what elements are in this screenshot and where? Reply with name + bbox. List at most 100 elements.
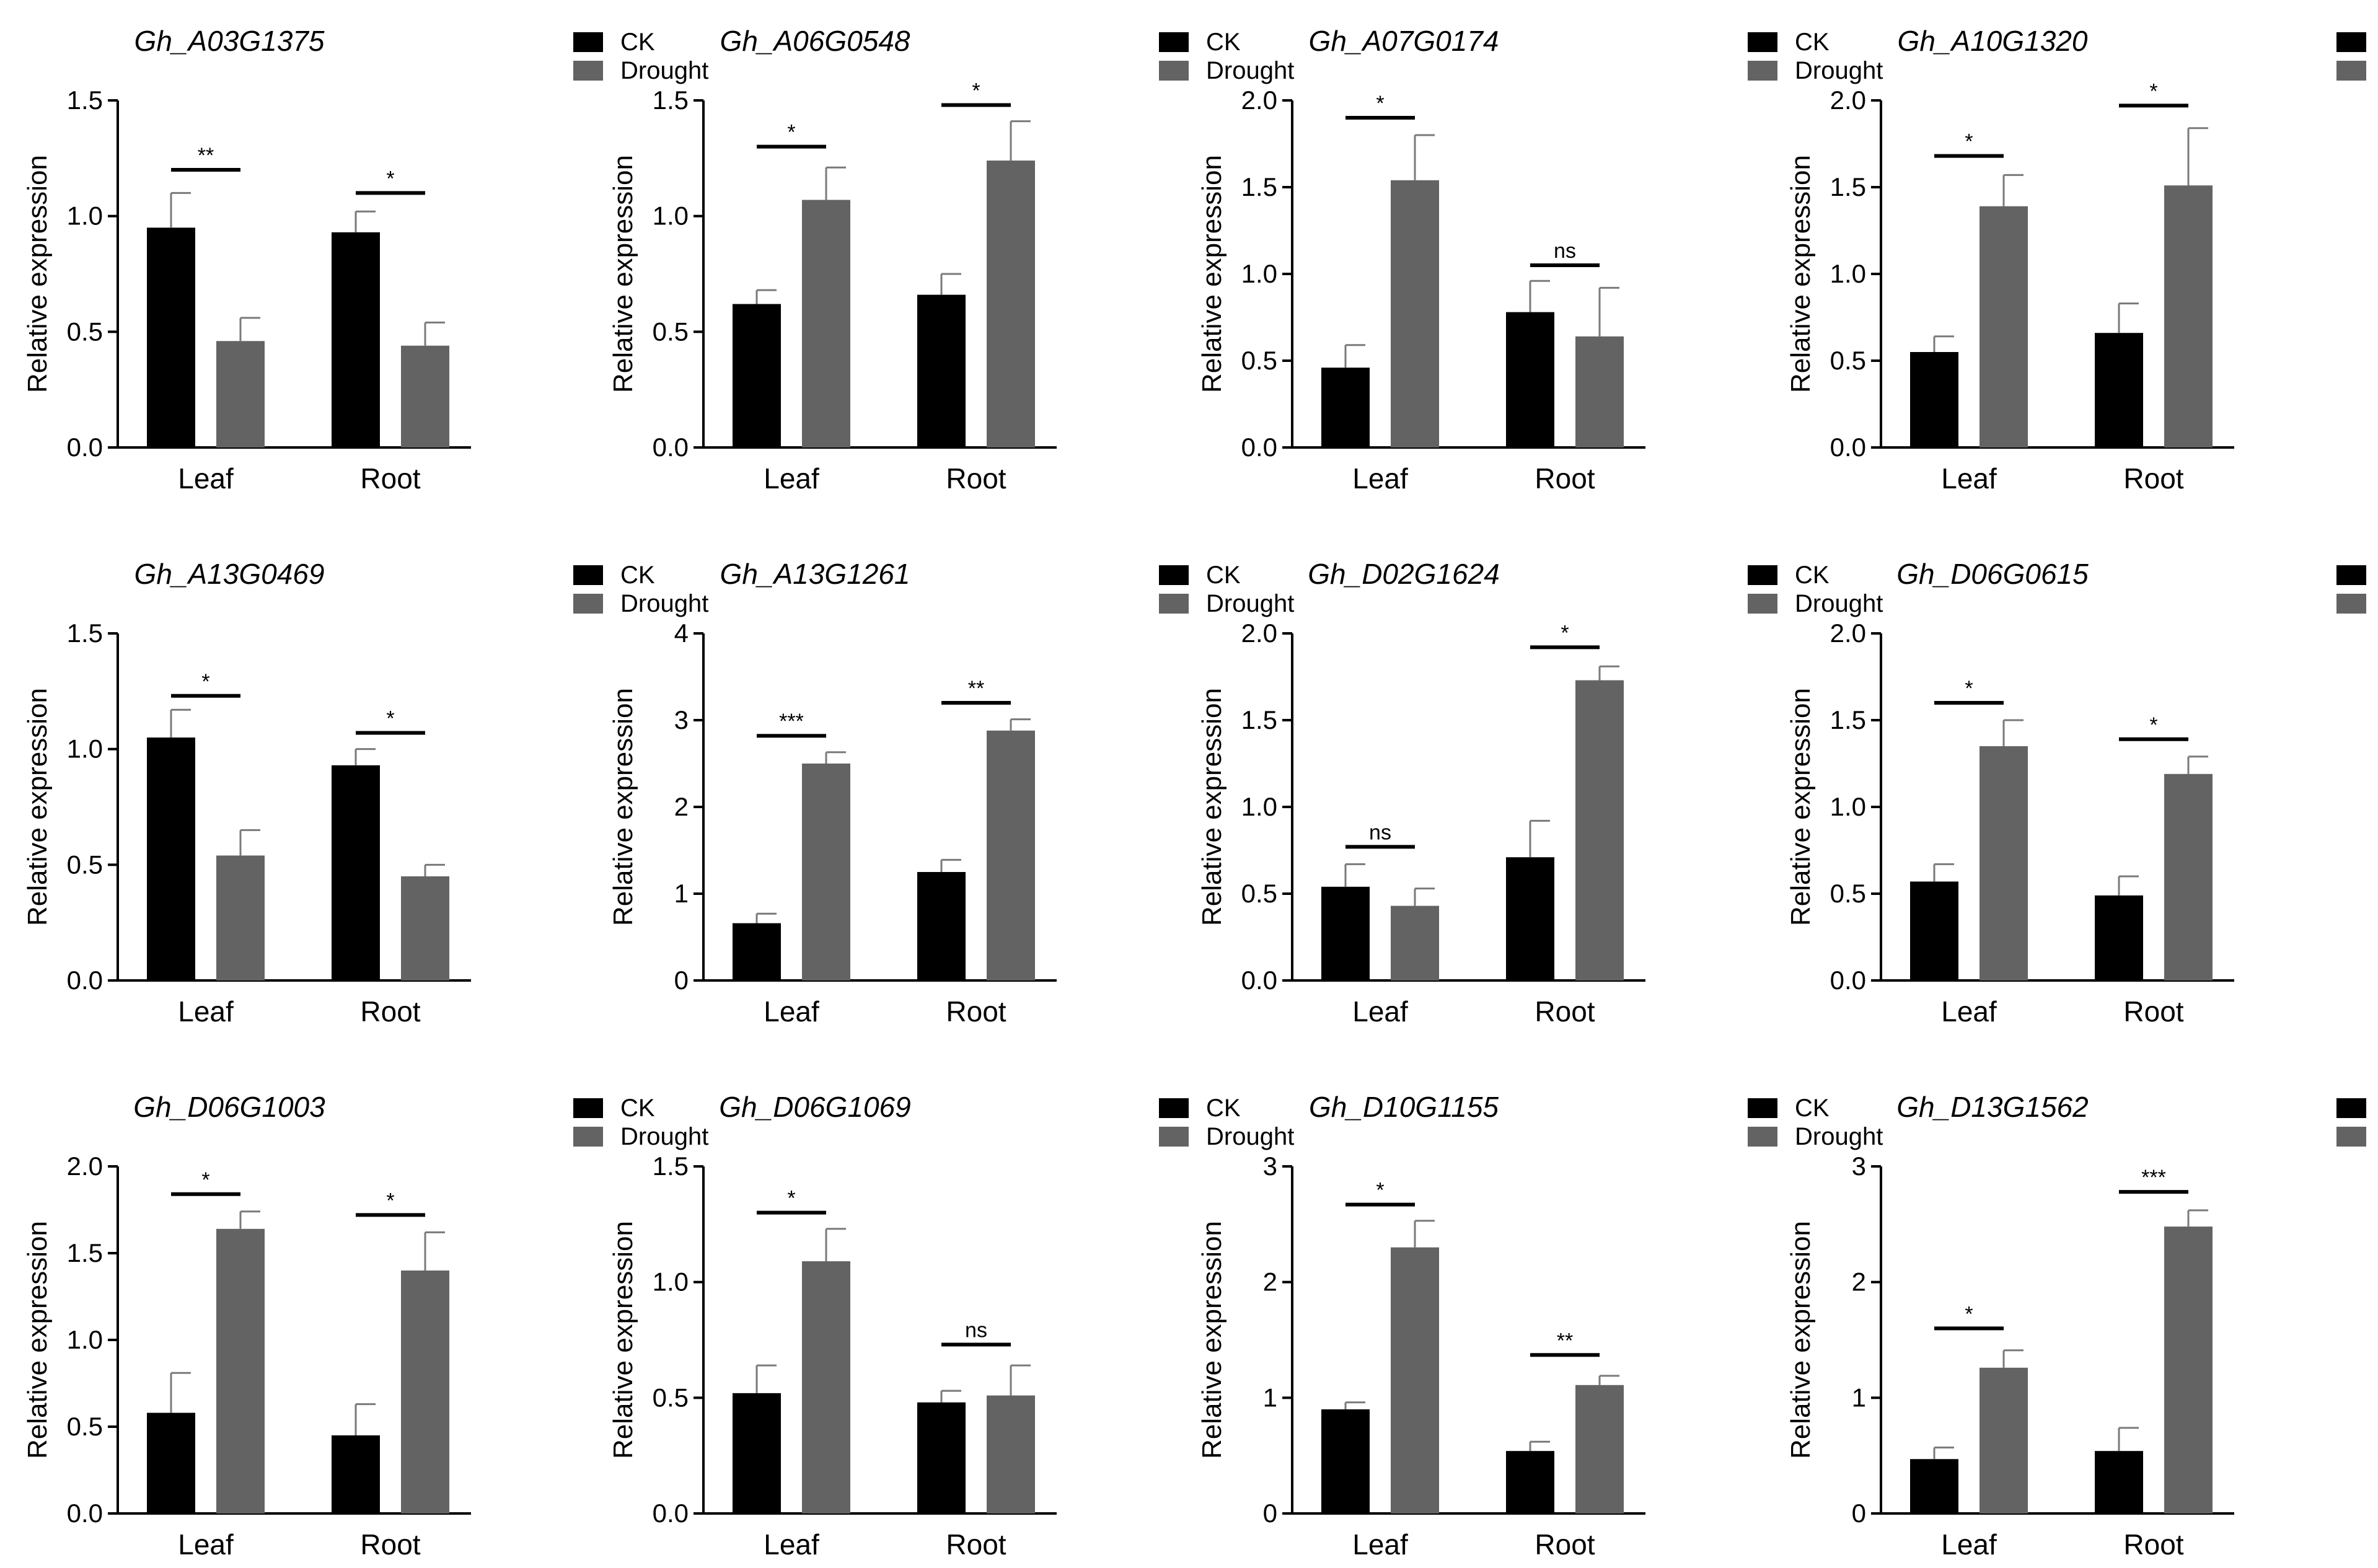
y-tick-label: 0.5: [67, 1412, 103, 1441]
y-tick-label: 0.5: [653, 317, 689, 346]
y-tick-label: 1.5: [1241, 172, 1277, 201]
legend-swatch-drought: [1748, 61, 1777, 81]
bar-ck-root: [2095, 895, 2143, 980]
bar-drought-leaf: [802, 764, 850, 980]
bar-drought-leaf: [1979, 206, 2028, 447]
y-tick-label: 0.5: [1830, 346, 1866, 375]
panel-title: Gh_D13G1562: [1896, 1091, 2088, 1123]
x-category-label: Leaf: [1941, 1528, 1997, 1561]
bar-ck-root: [332, 765, 380, 980]
bar-ck-root: [1506, 312, 1554, 447]
x-category-label: Leaf: [178, 995, 234, 1028]
panel-title: Gh_A13G1261: [720, 558, 910, 590]
chart-panel-2: Gh_A06G0548 Relative expression 0.0 0.5 1.0 1…: [608, 25, 1294, 495]
legend-swatch-drought: [1159, 594, 1189, 614]
y-axis-label: Relative expression: [608, 155, 638, 393]
legend-label: Drought: [1795, 590, 1883, 617]
x-category-label: Root: [946, 995, 1006, 1028]
legend-label: CK: [620, 562, 655, 589]
bar-drought-leaf: [1979, 1367, 2028, 1513]
bar-ck-root: [917, 1402, 966, 1513]
bar-ck-leaf: [147, 738, 195, 980]
y-tick-label: 1.0: [1241, 259, 1277, 288]
y-tick-label: 0.5: [1830, 879, 1866, 908]
legend-label: CK: [1206, 1095, 1241, 1122]
y-tick-label: 1: [674, 879, 689, 908]
legend-label: CK: [1206, 29, 1241, 56]
y-tick-label: 1.5: [67, 619, 103, 648]
y-tick-label: 0.0: [1241, 433, 1277, 462]
significance-label: ***: [779, 710, 804, 733]
bar-ck-root: [332, 1435, 380, 1513]
y-tick-label: 1.0: [67, 201, 103, 231]
bar-ck-root: [1506, 1451, 1554, 1513]
legend-label: Drought: [1206, 57, 1294, 84]
legend-swatch-ck: [1159, 32, 1189, 52]
chart-panel-6: Gh_A13G1261 Relative expression 0 1 2 3 4 Leaf R…: [608, 558, 1294, 1028]
bar-drought-root: [2164, 1227, 2213, 1513]
x-category-label: Root: [2123, 1528, 2183, 1561]
bar-drought-root: [1575, 680, 1624, 980]
y-tick-label: 2.0: [1830, 86, 1866, 115]
legend-swatch-ck: [1748, 32, 1777, 52]
panel-title: Gh_D06G1069: [719, 1091, 910, 1123]
y-tick-label: 1.5: [1830, 705, 1866, 734]
panel-title: Gh_D02G1624: [1308, 558, 1499, 590]
bar-ck-leaf: [147, 227, 195, 447]
bar-drought-leaf: [802, 200, 850, 447]
significance-label: *: [201, 670, 209, 694]
legend-label: Drought: [620, 57, 708, 84]
x-category-label: Root: [360, 1528, 420, 1561]
y-tick-label: 1.5: [653, 1152, 689, 1181]
x-category-label: Leaf: [1352, 462, 1408, 495]
y-tick-label: 0.0: [1830, 433, 1866, 462]
y-axis-label: Relative expression: [1786, 1221, 1816, 1459]
bar-ck-leaf: [1321, 886, 1370, 980]
x-category-label: Leaf: [1352, 1528, 1408, 1561]
significance-label: ***: [2141, 1166, 2166, 1189]
x-category-label: Root: [1535, 462, 1595, 495]
legend-label: CK: [1795, 1095, 1830, 1122]
y-tick-label: 3: [1263, 1152, 1277, 1181]
bar-ck-leaf: [147, 1412, 195, 1513]
x-category-label: Leaf: [178, 1528, 234, 1561]
bar-drought-leaf: [1979, 746, 2028, 980]
significance-label: *: [1376, 1179, 1384, 1202]
chart-panel-5: Gh_A13G0469 Relative expression 0.0 0.5 1.0 1…: [22, 558, 708, 1028]
y-tick-label: 0.0: [67, 1499, 103, 1528]
panel-title: Gh_D10G1155: [1309, 1091, 1499, 1123]
bar-drought-leaf: [216, 855, 265, 980]
bar-ck-root: [2095, 333, 2143, 447]
chart-panel-4: Gh_A10G1320 Relative expression 0.0 0.5 1.0 1…: [1786, 25, 2366, 495]
significance-label: *: [787, 121, 795, 144]
legend-swatch-drought: [2336, 594, 2366, 614]
bar-ck-leaf: [1321, 1409, 1370, 1513]
legend-label: Drought: [620, 590, 708, 617]
legend-swatch-ck: [573, 32, 603, 52]
y-tick-label: 1.5: [653, 86, 689, 115]
chart-panel-7: Gh_D02G1624 Relative expression 0.0 0.5 1.0 1…: [1197, 558, 1883, 1028]
bar-ck-leaf: [733, 923, 781, 980]
panel-title: Gh_D06G0615: [1896, 558, 2089, 590]
x-category-label: Root: [1535, 1528, 1595, 1561]
y-axis-label: Relative expression: [22, 1221, 53, 1459]
legend-label: CK: [620, 1095, 655, 1122]
legend-label: CK: [1795, 562, 1830, 589]
legend-swatch-drought: [1748, 594, 1777, 614]
bar-drought-leaf: [1391, 1247, 1439, 1513]
bar-ck-root: [332, 232, 380, 447]
y-tick-label: 1.5: [67, 86, 103, 115]
x-category-label: Root: [946, 462, 1006, 495]
legend-swatch-ck: [1748, 1098, 1777, 1118]
bar-ck-root: [917, 294, 966, 447]
legend-label: Drought: [1206, 1123, 1294, 1150]
significance-label: *: [1965, 677, 1973, 700]
legend-swatch-ck: [573, 565, 603, 585]
bar-drought-root: [401, 345, 449, 447]
y-tick-label: 0.0: [1830, 966, 1866, 995]
significance-label: *: [2149, 79, 2157, 103]
y-tick-label: 1: [1852, 1383, 1866, 1412]
legend-swatch-drought: [1159, 1127, 1189, 1147]
y-tick-label: 2: [1852, 1267, 1866, 1297]
